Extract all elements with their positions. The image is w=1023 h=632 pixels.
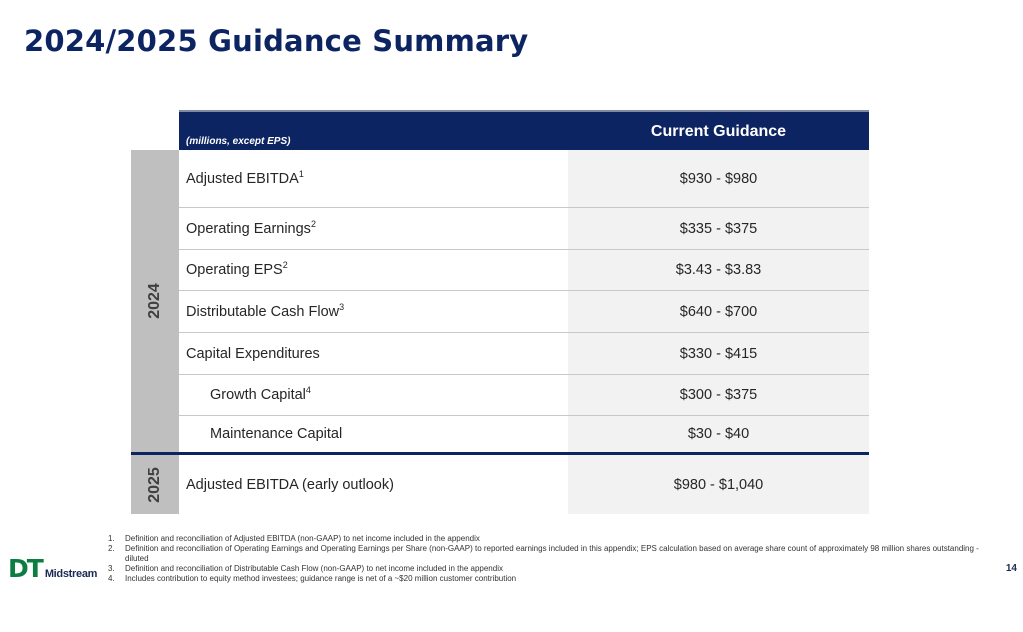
logo-mark: DT [8, 554, 44, 583]
row-value: $640 - $700 [679, 303, 758, 320]
row-label: Adjusted EBITDA [186, 170, 299, 187]
table-row: Adjusted EBITDA1 $930 - $980 [179, 150, 869, 208]
table-row: Maintenance Capital $30 - $40 [179, 416, 869, 452]
footnote-ref: 3 [339, 301, 345, 312]
row-value: $3.43 - $3.83 [675, 262, 762, 278]
table-row: Growth Capital4 $300 - $375 [179, 375, 869, 416]
logo-name: Midstream [44, 568, 98, 580]
footnotes: 1. Definition and reconciliation of Adjus… [108, 534, 988, 584]
table-row: Adjusted EBITDA (early outlook) $980 - $… [179, 455, 869, 514]
table-row: Operating Earnings2 $335 - $375 [179, 208, 869, 250]
row-value: $930 - $980 [679, 170, 758, 187]
year-divider [131, 452, 869, 455]
table-header: (millions, except EPS) Current Guidance [179, 110, 869, 150]
row-label: Growth Capital [210, 387, 306, 403]
row-value: $300 - $375 [679, 387, 758, 403]
row-label: Operating Earnings [186, 220, 311, 237]
page-title: 2024/2025 Guidance Summary [24, 24, 529, 58]
unit-label: (millions, except EPS) [186, 136, 291, 147]
page-number: 14 [1005, 563, 1017, 574]
footnote-ref: 4 [305, 385, 311, 395]
row-label: Capital Expenditures [186, 345, 320, 362]
footnote: 3. Definition and reconciliation of Distr… [108, 564, 503, 573]
footnote-ref: 2 [310, 218, 316, 229]
footnote-ref: 1 [298, 168, 304, 179]
row-label: Adjusted EBITDA (early outlook) [186, 476, 394, 493]
row-label: Operating EPS [186, 262, 283, 278]
footnote-ref: 2 [282, 260, 288, 270]
year-label-2024: 2024 [131, 150, 179, 452]
row-value: $335 - $375 [679, 220, 758, 237]
table-row: Operating EPS2 $3.43 - $3.83 [179, 250, 869, 291]
column-header-current-guidance: Current Guidance [650, 123, 787, 140]
footnote: 1. Definition and reconciliation of Adjus… [108, 534, 480, 543]
table-row: Distributable Cash Flow3 $640 - $700 [179, 291, 869, 333]
footnote: 4. Includes contribution to equity method… [108, 574, 517, 583]
row-label: Maintenance Capital [210, 426, 343, 442]
year-label-2025: 2025 [131, 455, 179, 514]
row-label: Distributable Cash Flow [186, 303, 340, 320]
table-row: Capital Expenditures $330 - $415 [179, 333, 869, 375]
row-value: $30 - $40 [687, 426, 750, 442]
row-value: $980 - $1,040 [673, 476, 764, 493]
dt-midstream-logo: DT Midstream [8, 554, 98, 583]
row-value: $330 - $415 [679, 345, 758, 362]
footnote: 2. Definition and reconciliation of Opera… [108, 544, 979, 563]
